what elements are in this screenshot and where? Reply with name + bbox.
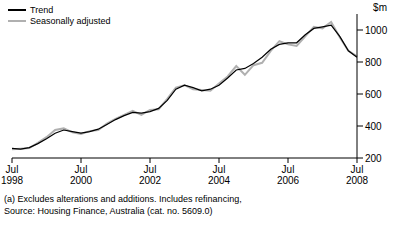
html-text:Trend: Trend xyxy=(30,4,54,15)
svg-text:Jul: Jul xyxy=(144,164,157,175)
svg-text:Jul: Jul xyxy=(282,164,295,175)
svg-text:1000: 1000 xyxy=(365,25,388,36)
html-text:(a) Excludes alterations and a: (a) Excludes alterations and additions. … xyxy=(4,194,242,204)
svg-text:Jul: Jul xyxy=(75,164,88,175)
svg-text:2004: 2004 xyxy=(208,175,231,186)
svg-text:1998: 1998 xyxy=(8,175,24,186)
svg-text:Jul: Jul xyxy=(213,164,226,175)
svg-text:2002: 2002 xyxy=(139,175,162,186)
html-text:Seasonally adjusted: Seasonally adjusted xyxy=(30,15,111,26)
svg-text:200: 200 xyxy=(365,153,382,164)
svg-text:2006: 2006 xyxy=(277,175,300,186)
svg-text:2000: 2000 xyxy=(70,175,93,186)
html-text:Source: Housing Finance, Austr: Source: Housing Finance, Australia (cat.… xyxy=(4,206,213,216)
svg-text:Jul: Jul xyxy=(351,164,364,175)
html-text:$m: $m xyxy=(373,2,387,13)
svg-text:800: 800 xyxy=(365,57,382,68)
svg-text:2008: 2008 xyxy=(346,175,369,186)
svg-text:600: 600 xyxy=(365,89,382,100)
svg-text:Jul: Jul xyxy=(8,164,18,175)
svg-text:400: 400 xyxy=(365,121,382,132)
